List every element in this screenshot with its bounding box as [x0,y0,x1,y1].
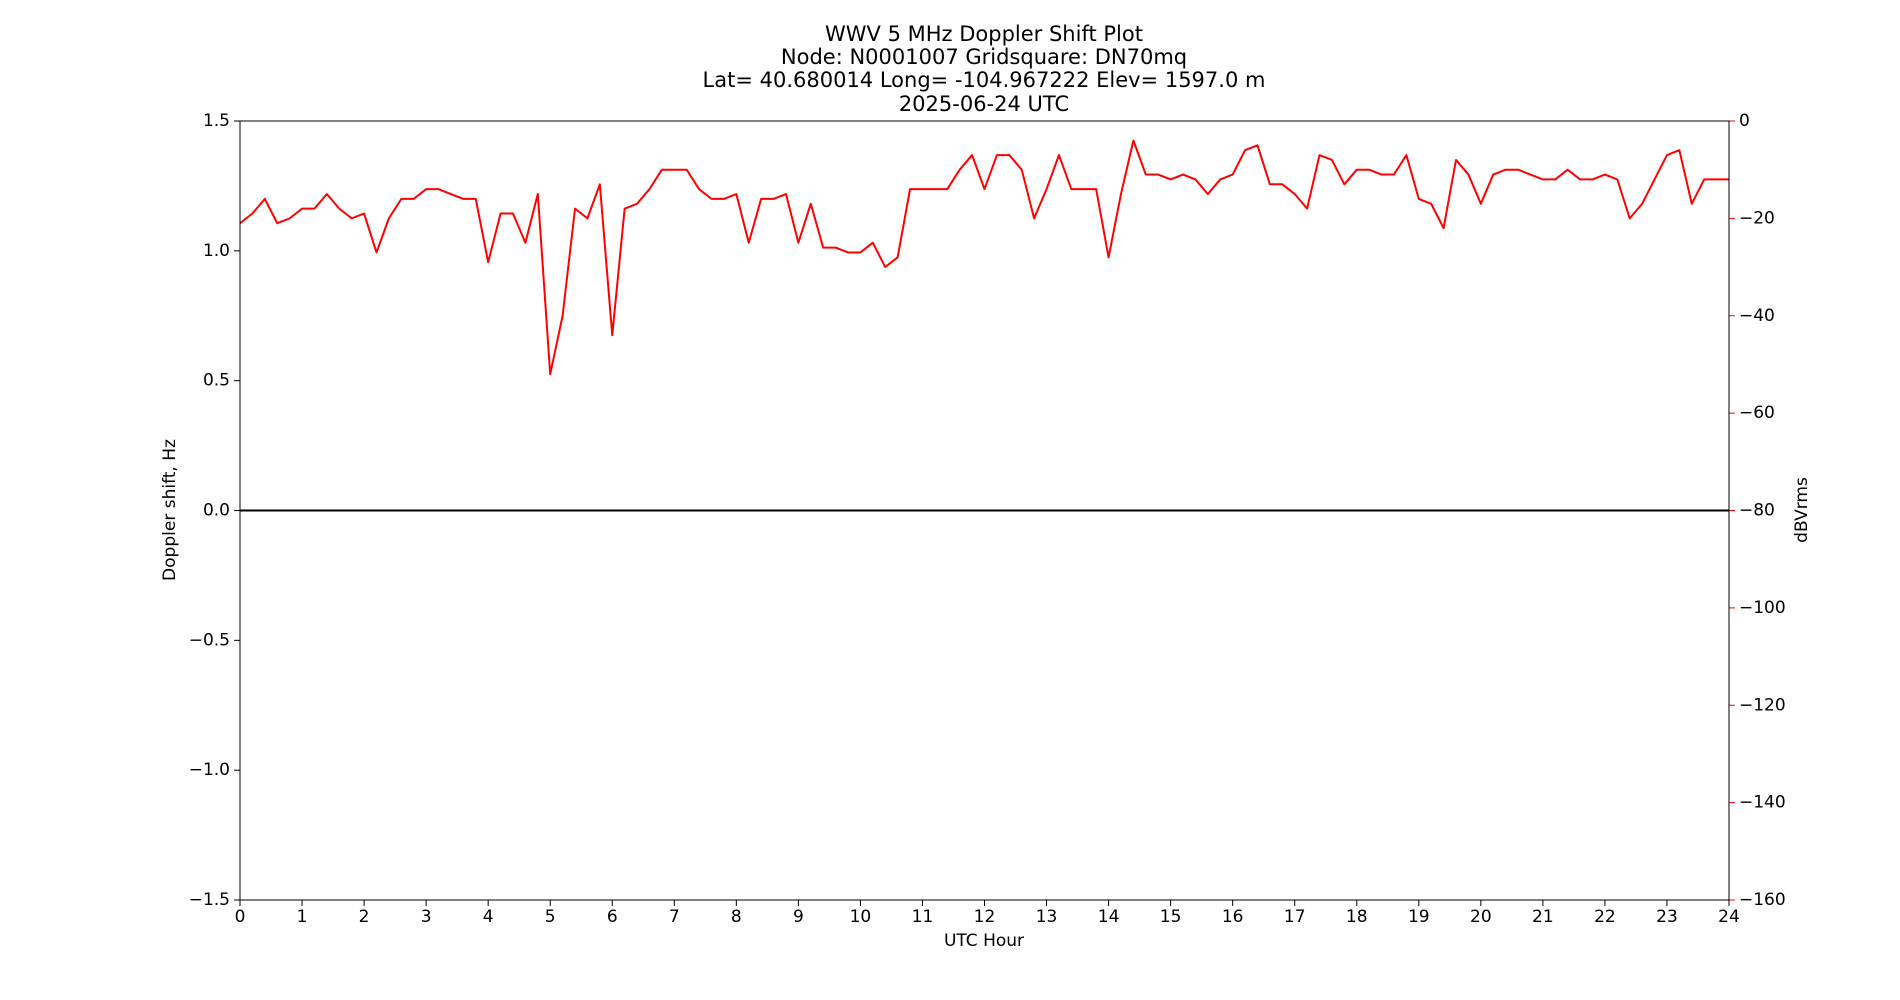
y2-tick-label: −120 [1739,695,1786,715]
x-tick-label: 15 [1160,907,1182,927]
x-tick-label: 1 [297,907,308,927]
x-tick-label: 16 [1222,907,1244,927]
y-tick-label: −1.5 [189,890,230,910]
x-tick-label: 18 [1346,907,1368,927]
x-tick-label: 11 [912,907,934,927]
y-tick-label: 0.5 [203,371,230,391]
x-tick-label: 24 [1718,907,1740,927]
x-tick-label: 12 [974,907,996,927]
x-tick-label: 14 [1098,907,1120,927]
x-tick-label: 8 [731,907,742,927]
chart-subtitle: Lat= 40.680014 Long= -104.967222 Elev= 1… [703,68,1266,92]
x-tick-label: 7 [669,907,680,927]
y-tick-label: −0.5 [189,630,230,650]
y2-tick-label: −40 [1739,306,1775,326]
x-tick-label: 9 [793,907,804,927]
y2-tick-label: −160 [1739,890,1786,910]
plot-frame [239,120,1730,901]
x-tick-label: 3 [421,907,432,927]
x-tick-label: 23 [1656,907,1678,927]
x-tick-label: 21 [1532,907,1554,927]
x-tick-label: 22 [1594,907,1616,927]
x-tick-label: 20 [1470,907,1492,927]
x-tick-label: 10 [850,907,872,927]
x-tick-label: 4 [483,907,494,927]
chart-subtitle: Node: N0001007 Gridsquare: DN70mq [781,45,1187,69]
series-line [239,139,1729,376]
x-tick-label: 6 [607,907,618,927]
x-tick-label: 17 [1284,907,1306,927]
chart-subtitle: 2025-06-24 UTC [899,92,1069,116]
y2-tick-label: −100 [1739,598,1786,618]
x-tick-label: 19 [1408,907,1430,927]
x-tick-label: 0 [235,907,246,927]
chart-title: WWV 5 MHz Doppler Shift Plot [825,22,1143,46]
y2-tick-label: −20 [1739,208,1775,228]
y-tick-label: −1.0 [189,760,230,780]
x-tick-label: 13 [1036,907,1058,927]
x-axis-label: UTC Hour [944,931,1024,951]
y2-tick-label: −80 [1739,501,1775,521]
y-tick-label: 1.5 [203,111,230,131]
y2-axis-label: dBVrms [1792,477,1812,543]
y-axis-label: Doppler shift, Hz [160,439,180,581]
y2-tick-label: −140 [1739,793,1786,813]
y2-tick-label: 0 [1739,111,1750,131]
y2-tick-label: −60 [1739,403,1775,423]
x-tick-label: 2 [359,907,370,927]
y-tick-label: 0.0 [203,501,230,521]
y-tick-label: 1.0 [203,241,230,261]
x-tick-label: 5 [545,907,556,927]
